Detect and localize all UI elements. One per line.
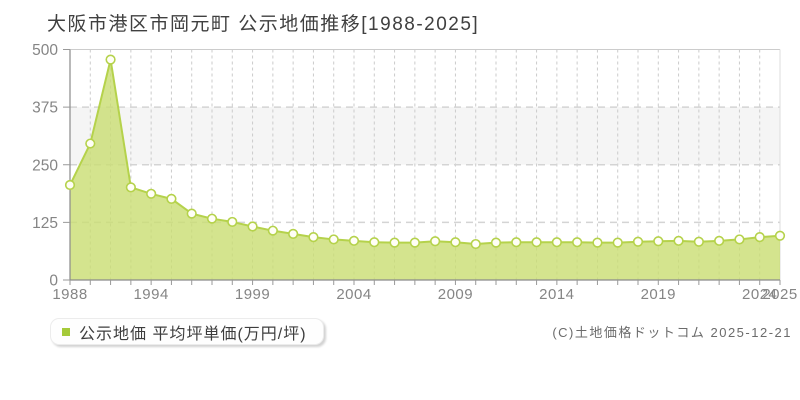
y-tick-label: 125 <box>32 215 58 232</box>
chart-area <box>70 59 780 280</box>
data-point <box>348 235 360 246</box>
x-tick-label: 1988 <box>52 286 87 303</box>
data-point <box>85 138 96 149</box>
data-point <box>673 235 684 246</box>
data-point <box>572 237 583 248</box>
x-tick-label: 1999 <box>235 286 270 303</box>
data-point <box>470 238 481 250</box>
data-point <box>105 54 116 65</box>
legend: 公示地価 平均坪単価(万円/坪) <box>50 318 324 345</box>
x-tick-label: 2019 <box>641 286 676 303</box>
data-point <box>308 232 319 243</box>
data-point <box>693 236 704 247</box>
x-tick-label: 2025 <box>762 286 797 303</box>
y-tick-label: 375 <box>32 100 58 117</box>
data-point <box>754 232 765 243</box>
data-point <box>146 188 157 199</box>
data-point <box>531 237 542 248</box>
price-trend-chart: 0 125 250 375 500 1988 1994 1999 2004 2009 2014 201… <box>32 42 797 303</box>
x-tick-label: 1994 <box>133 286 168 303</box>
data-point <box>186 208 197 219</box>
data-point <box>389 237 400 248</box>
data-point <box>714 235 725 246</box>
data-point <box>267 225 278 236</box>
data-point <box>64 179 76 191</box>
data-point <box>328 234 339 245</box>
data-point <box>612 237 623 248</box>
data-point <box>166 193 177 204</box>
data-point <box>632 236 644 247</box>
x-tick-label: 2014 <box>539 286 574 303</box>
y-tick-label: 250 <box>32 157 58 174</box>
data-point <box>409 237 420 248</box>
plot-band <box>70 107 780 165</box>
data-point <box>592 237 603 248</box>
copyright-text: (C)土地価格ドットコム 2025-12-21 <box>552 325 792 340</box>
data-point <box>653 236 664 247</box>
legend-label: 公示地価 平均坪単価(万円/坪) <box>79 325 307 343</box>
data-point <box>206 213 218 224</box>
chart-title: 大阪市港区市岡元町 公示地価推移[1988-2025] <box>47 14 480 35</box>
data-point <box>490 237 502 248</box>
data-point <box>369 237 380 248</box>
data-point <box>511 237 522 248</box>
x-tick-label: 2004 <box>336 286 371 303</box>
y-tick-label: 500 <box>32 42 58 59</box>
data-point <box>734 234 745 245</box>
y-tick-label: 0 <box>49 273 58 290</box>
data-point <box>247 221 258 232</box>
x-tick-label: 2009 <box>438 286 473 303</box>
data-point <box>450 237 461 248</box>
data-point <box>774 230 786 241</box>
data-point <box>430 236 441 247</box>
data-point <box>551 237 562 248</box>
data-point <box>227 216 238 228</box>
data-point <box>288 228 299 239</box>
legend-marker-icon <box>62 327 70 336</box>
x-tick-label: 2024 <box>742 286 777 303</box>
data-point <box>125 182 136 193</box>
